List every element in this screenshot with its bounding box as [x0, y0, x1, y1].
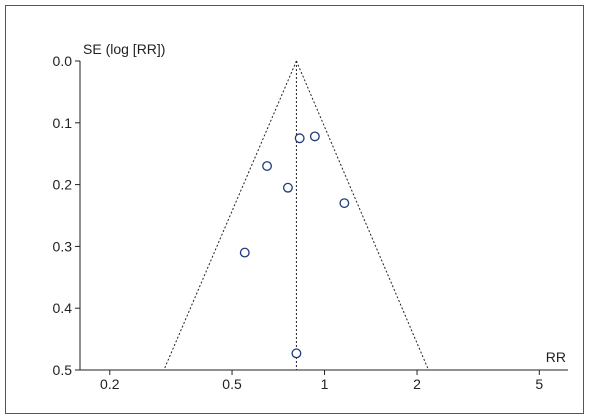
x-tick-label: 0.2: [100, 376, 120, 392]
funnel-left-limit: [163, 60, 297, 371]
x-tick-label: 1: [321, 376, 329, 392]
y-tick-label: 0.2: [53, 177, 73, 193]
y-axis-label: SE (log [RR]): [83, 41, 165, 57]
funnel-right-limit: [295, 60, 429, 371]
data-points: [239, 131, 350, 359]
data-point: [309, 131, 320, 142]
x-tick-label: 0.5: [222, 376, 242, 392]
data-point: [294, 133, 305, 144]
x-axis-label: RR: [546, 349, 566, 365]
y-tick-label: 0.3: [53, 238, 73, 254]
y-tick-label: 0.5: [53, 362, 73, 378]
y-tick-label: 0.4: [53, 300, 73, 316]
x-tick-label: 5: [535, 376, 543, 392]
funnel: [163, 60, 429, 371]
y-tick-label: 0.1: [53, 115, 73, 131]
data-point: [262, 161, 273, 172]
axes: [79, 61, 568, 371]
data-point: [339, 198, 350, 209]
data-point: [282, 182, 293, 193]
y-ticks: 0.0 0.1 0.2 0.3 0.4 0.5: [53, 53, 80, 378]
data-point: [291, 348, 302, 359]
x-tick-label: 2: [413, 376, 421, 392]
chart-frame: [5, 5, 584, 414]
y-tick-label: 0.0: [53, 53, 73, 69]
data-point: [239, 247, 250, 258]
x-ticks: 0.2 0.5 1 2 5: [100, 370, 543, 392]
